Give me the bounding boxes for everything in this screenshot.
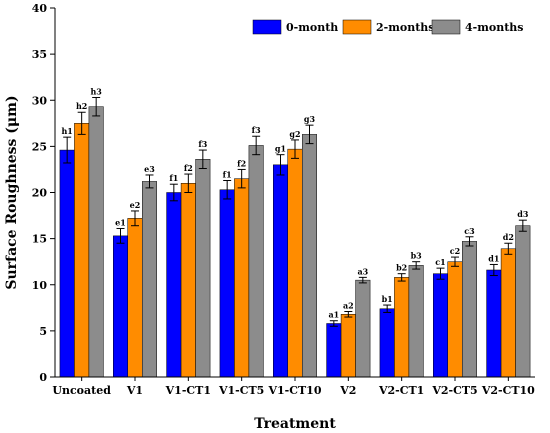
data-label: d3 [517, 209, 529, 219]
data-label: b2 [396, 263, 407, 273]
bar-0-month-V2-CT10 [486, 269, 502, 378]
bar-0-month-Uncoated [59, 149, 75, 378]
y-tick-label: 40 [32, 2, 48, 15]
data-label: f3 [198, 139, 207, 149]
data-label: h1 [61, 126, 72, 136]
y-tick-label: 0 [39, 371, 47, 384]
x-tick-label: V1-CT1 [165, 384, 211, 397]
data-label: a3 [357, 266, 368, 276]
bar-4-months-V1-CT1 [195, 159, 211, 378]
data-label: e3 [144, 164, 155, 174]
data-label: c3 [464, 226, 475, 236]
y-tick-label: 35 [32, 48, 47, 61]
y-tick-label: 25 [32, 140, 47, 153]
data-label: f3 [252, 125, 261, 135]
data-label: f1 [223, 170, 232, 180]
bar-2-months-Uncoated [74, 123, 90, 378]
x-tick-label: Uncoated [52, 384, 111, 397]
data-label: e1 [115, 217, 126, 227]
bar-2-months-V1 [127, 218, 143, 378]
data-label: f2 [184, 163, 193, 173]
data-label: g3 [304, 114, 316, 124]
legend: 0-month 2-months 4-months [252, 19, 523, 35]
bar-4-months-V2-CT10 [515, 225, 531, 378]
legend-label: 4-months [465, 21, 523, 34]
x-tick-label: V2-CT1 [378, 384, 424, 397]
data-label: d1 [488, 253, 499, 263]
x-tick-label: V1 [126, 384, 143, 397]
data-label: a2 [343, 301, 354, 311]
bar-2-months-V2-CT1 [394, 277, 410, 378]
bar-4-months-V2-CT1 [408, 265, 424, 378]
x-axis: Uncoated V1 V1-CT1 V1-CT5 V1-CT10 V2 V2-CT1 V2-… [52, 377, 535, 397]
x-tick-label: V1-CT5 [218, 384, 264, 397]
legend-swatch [342, 19, 372, 35]
data-label: d2 [503, 232, 514, 242]
bar-4-months-V2 [355, 279, 371, 378]
data-label: a1 [328, 310, 339, 320]
bar-0-month-V1 [113, 235, 128, 378]
y-tick-label: 20 [32, 187, 48, 200]
data-label: f1 [169, 173, 178, 183]
y-axis: 0 5 10 15 20 25 30 35 40 [32, 2, 55, 384]
data-label: c1 [435, 257, 445, 267]
legend-label: 0-month [286, 21, 338, 34]
bar-4-months-V1 [142, 181, 157, 378]
y-tick-label: 5 [39, 325, 47, 338]
data-label: h3 [90, 86, 102, 96]
y-tick-label: 10 [32, 279, 48, 292]
x-tick-label: V1-CT10 [267, 384, 321, 397]
y-tick-label: 30 [32, 94, 48, 107]
bar-0-month-V1-CT10 [273, 164, 288, 378]
y-tick-label: 15 [32, 233, 47, 246]
data-label: c2 [450, 246, 460, 256]
legend-swatch [252, 19, 282, 35]
data-label: b3 [411, 251, 423, 261]
bar-2-months-V1-CT5 [234, 178, 250, 378]
bar-4-months-Uncoated [88, 106, 104, 378]
x-tick-label: V2 [339, 384, 356, 397]
data-label: b1 [382, 294, 393, 304]
bar-4-months-V1-CT10 [302, 134, 317, 378]
bar-0-month-V1-CT1 [166, 192, 182, 378]
data-label: e2 [130, 200, 141, 210]
x-tick-label: V2-CT10 [481, 384, 535, 397]
bar-0-month-V2-CT1 [379, 308, 395, 378]
data-label: h2 [76, 101, 87, 111]
data-label: f2 [237, 158, 246, 168]
data-label: g1 [275, 144, 286, 154]
bar-2-months-V2-CT10 [500, 248, 516, 378]
bar-2-months-V2-CT5 [447, 261, 463, 378]
data-label: g2 [289, 129, 300, 139]
bar-4-months-V2-CT5 [462, 241, 477, 378]
y-axis-title: Surface Roughness (μm) [4, 95, 20, 289]
bar-0-month-V2-CT5 [433, 273, 448, 378]
bar-0-month-V1-CT5 [219, 189, 235, 378]
legend-swatch [431, 19, 461, 35]
bar-2-months-V1-CT1 [180, 183, 196, 378]
x-axis-title: Treatment [254, 416, 336, 432]
legend-label: 2-months [376, 21, 434, 34]
bar-2-months-V1-CT10 [287, 148, 303, 378]
bar-2-months-V2 [340, 314, 356, 378]
x-tick-label: V2-CT5 [431, 384, 477, 397]
bar-4-months-V1-CT5 [248, 145, 264, 378]
bar-0-month-V2 [326, 323, 342, 378]
